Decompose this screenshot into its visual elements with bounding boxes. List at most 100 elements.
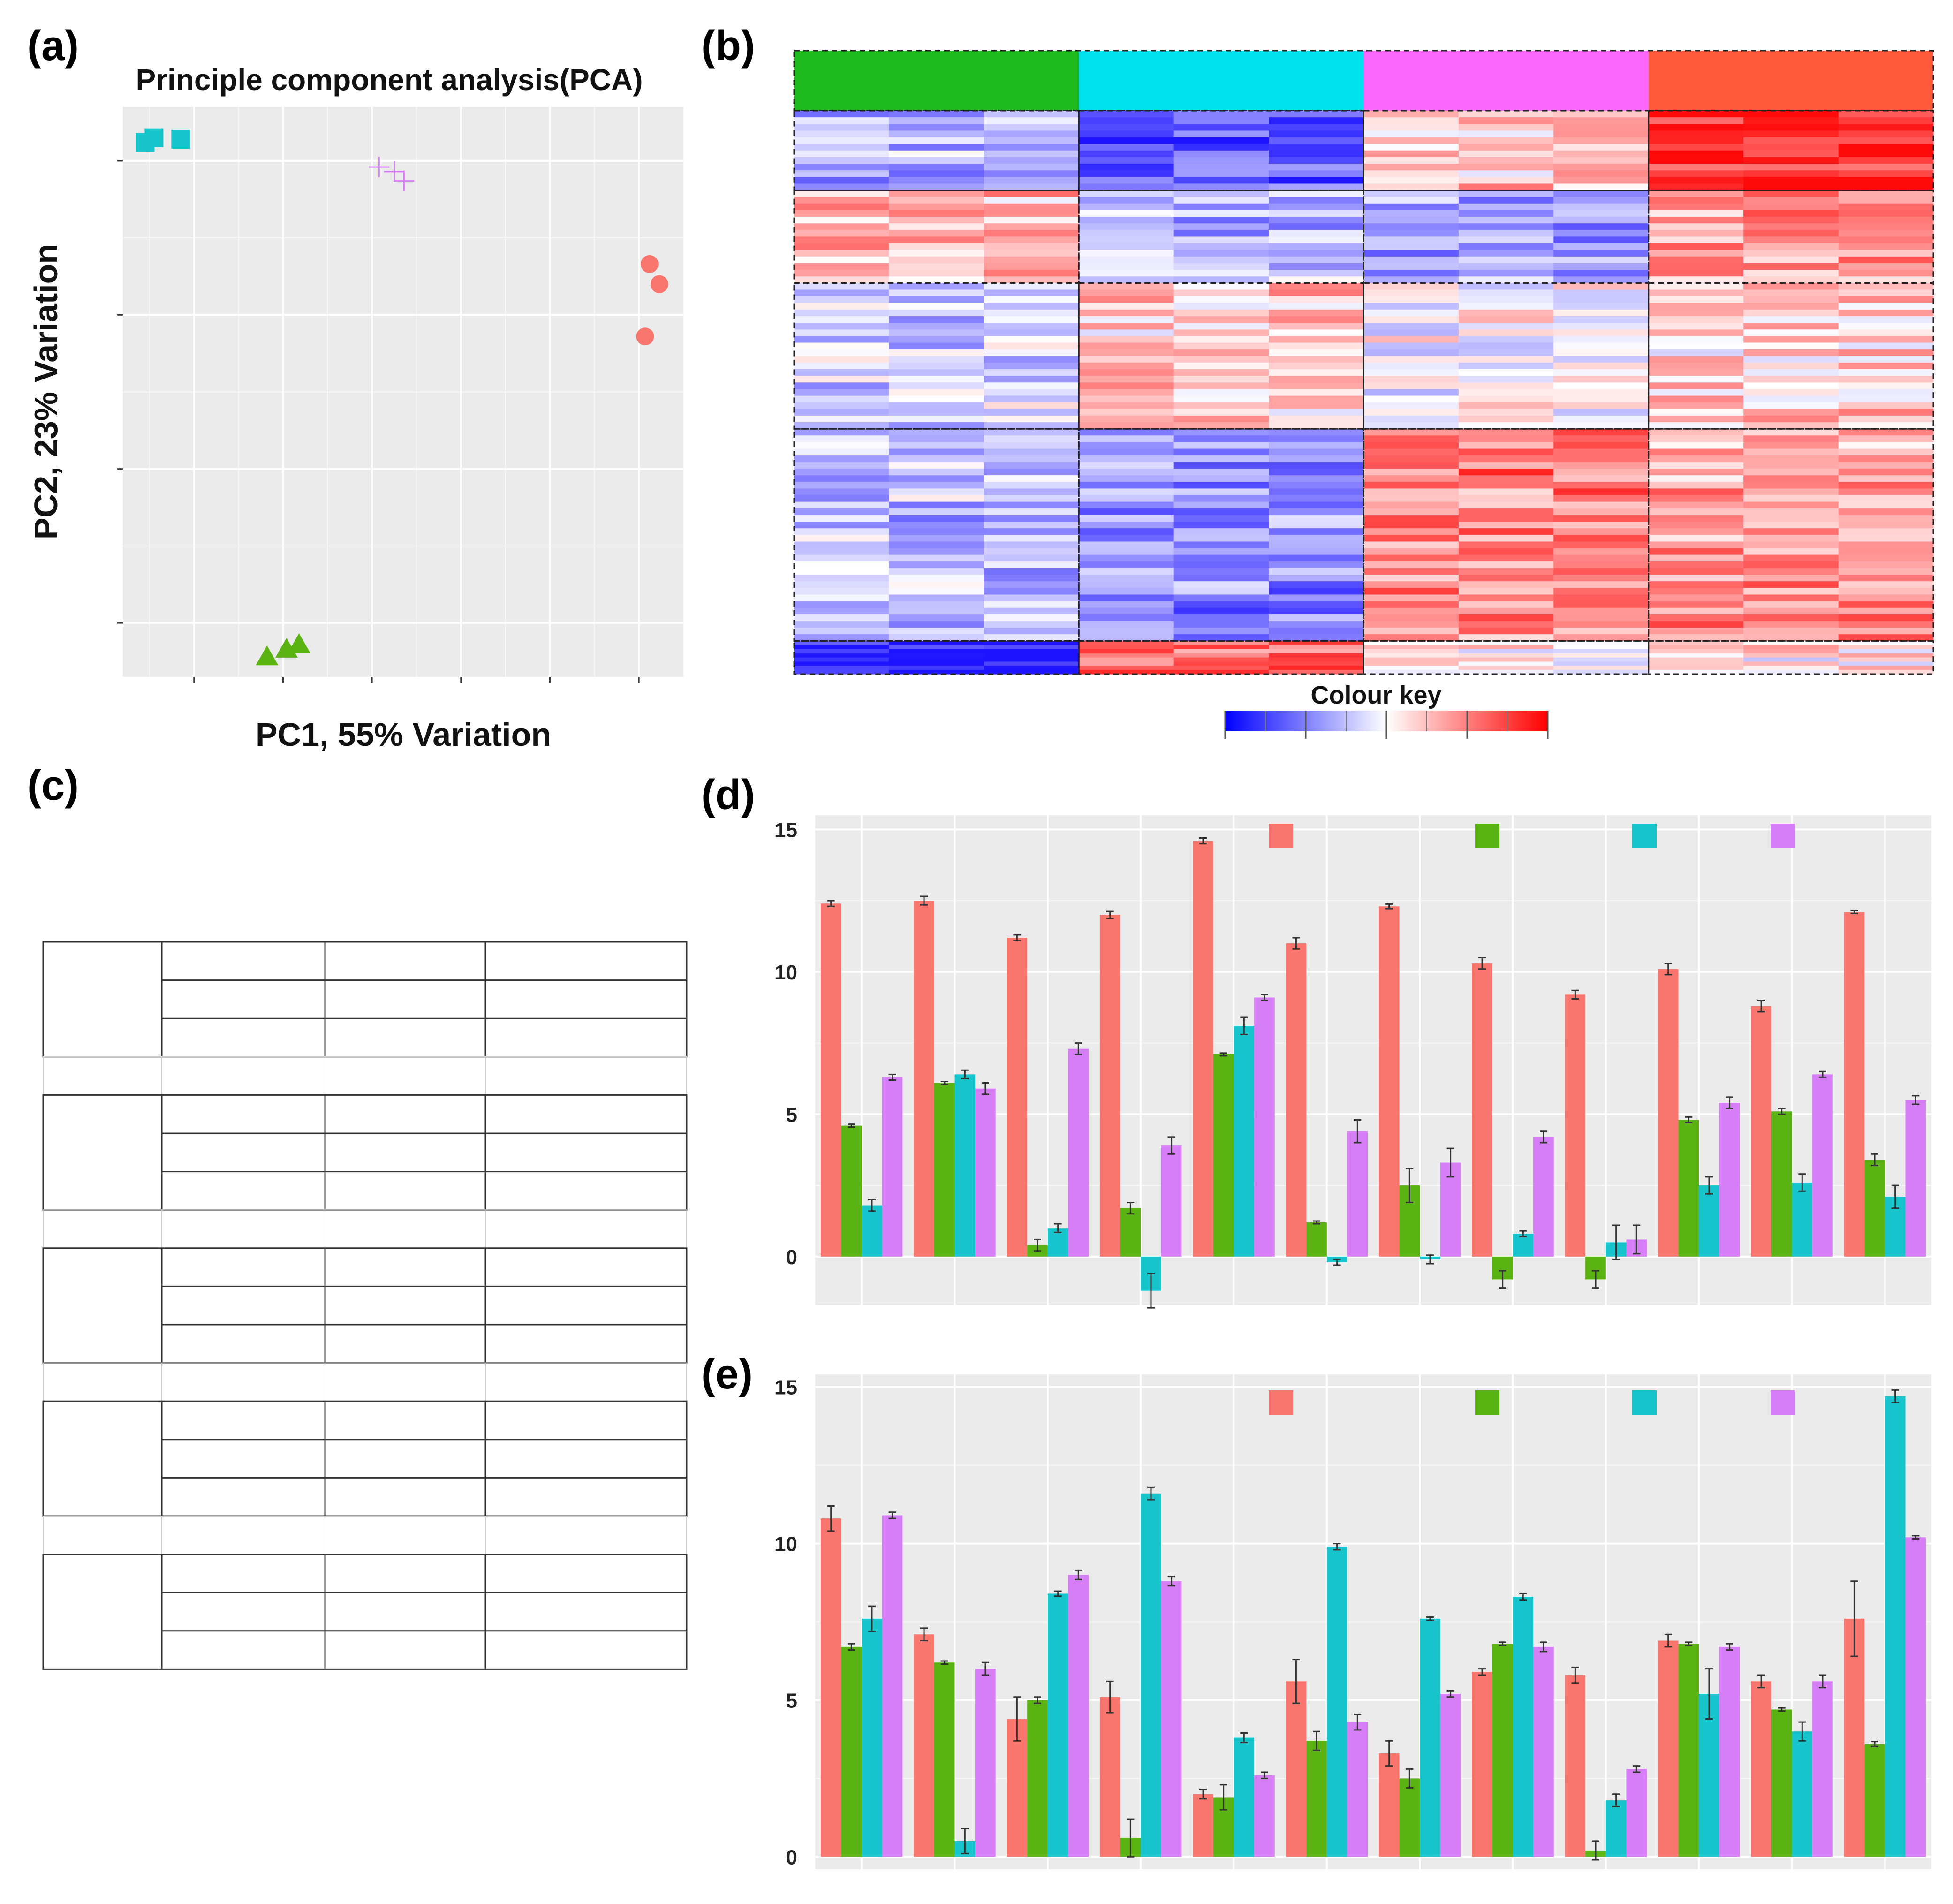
heatmap-cell xyxy=(1269,210,1364,217)
heatmap-cell xyxy=(1363,250,1459,257)
heatmap-cell xyxy=(1743,462,1839,469)
heatmap-cell xyxy=(889,435,984,443)
heatmap-cell xyxy=(889,217,984,224)
heatmap-cell xyxy=(1363,435,1459,443)
heatmap-cell xyxy=(984,177,1079,184)
heatmap-cell xyxy=(1269,442,1364,449)
heatmap-cell xyxy=(1173,641,1269,645)
heatmap-cell xyxy=(1648,649,1744,654)
heatmap-cell xyxy=(1838,621,1934,628)
heatmap-cell xyxy=(1363,289,1459,297)
heatmap-cell xyxy=(984,283,1079,290)
heatmap-cell xyxy=(1079,657,1174,662)
heatmap-cell xyxy=(1743,250,1839,257)
heatmap-cell xyxy=(1648,482,1744,489)
heatmap-cell xyxy=(889,111,984,118)
heatmap-cell xyxy=(1838,666,1934,670)
heatmap-cell xyxy=(1648,230,1744,237)
heatmap-cell xyxy=(794,323,890,330)
heatmap-cell xyxy=(889,137,984,144)
heatmap-cell xyxy=(794,197,890,204)
heatmap-cell xyxy=(1743,528,1839,535)
heatmap-cell xyxy=(1648,588,1744,595)
heatmap-cell xyxy=(889,164,984,171)
heatmap-cell xyxy=(794,164,890,171)
heatmap-cell xyxy=(889,628,984,635)
heatmap-cell xyxy=(984,111,1079,118)
bar-adult-mg xyxy=(1844,912,1865,1257)
heatmap-cell xyxy=(1838,283,1934,290)
heatmap-cell xyxy=(1269,455,1364,463)
heatmap-cell xyxy=(1269,522,1364,529)
heatmap-cell xyxy=(1553,210,1649,217)
heatmap-cell xyxy=(984,362,1079,370)
heatmap-cell xyxy=(1363,349,1459,357)
heatmap-cell xyxy=(794,402,890,410)
heatmap-cell xyxy=(1743,661,1839,666)
pca-point-bv2 xyxy=(171,129,190,149)
heatmap-cell xyxy=(1648,117,1744,124)
heatmap-cell xyxy=(889,270,984,277)
heatmap-cell xyxy=(889,197,984,204)
heatmap-cell xyxy=(1363,462,1459,469)
heatmap-cell xyxy=(1269,111,1364,118)
heatmap-cell xyxy=(889,488,984,496)
heatmap-cell xyxy=(1553,641,1649,645)
heatmap-cell xyxy=(794,183,890,191)
heatmap-cell xyxy=(1173,621,1269,628)
heatmap-cell xyxy=(1648,522,1744,529)
heatmap-cell xyxy=(984,382,1079,390)
heatmap-cell xyxy=(1173,183,1269,191)
bar-pmg xyxy=(1440,1694,1461,1857)
bar-adult-mg xyxy=(1751,1006,1771,1257)
heatmap-cell xyxy=(1743,657,1839,662)
heatmap-cell xyxy=(889,342,984,350)
heatmap-cell xyxy=(1458,475,1554,482)
heatmap-cell xyxy=(1648,369,1744,376)
panel-label-d: (d) xyxy=(701,772,755,819)
heatmap-cell xyxy=(1553,402,1649,410)
heatmap-cell xyxy=(1079,415,1174,423)
heatmap-cell xyxy=(1079,488,1174,496)
heatmap-cell xyxy=(1838,197,1934,204)
heatmap-cell xyxy=(1363,548,1459,555)
heatmap-cell xyxy=(1458,230,1554,237)
heatmap-cell xyxy=(1173,528,1269,535)
heatmap-cell xyxy=(1648,601,1744,608)
heatmap-cell xyxy=(1363,508,1459,516)
heatmap-cell xyxy=(1173,666,1269,670)
heatmap-cell xyxy=(1269,389,1364,396)
heatmap-cell xyxy=(1079,183,1174,191)
heatmap-cell xyxy=(1363,522,1459,529)
heatmap-cell xyxy=(1743,448,1839,456)
heatmap-cell xyxy=(889,329,984,336)
heatmap-cell xyxy=(1458,164,1554,171)
heatmap-cell xyxy=(984,581,1079,588)
heatmap-cell xyxy=(1648,657,1744,662)
heatmap-cell xyxy=(1458,402,1554,410)
heatmap-cell xyxy=(1458,210,1554,217)
heatmap-cell xyxy=(984,548,1079,555)
heatmap-cell xyxy=(1173,217,1269,224)
heatmap-cell xyxy=(1743,561,1839,569)
heatmap-cell xyxy=(1458,614,1554,622)
heatmap-cell xyxy=(1458,276,1554,283)
heatmap-cell xyxy=(1743,336,1839,343)
heatmap-cell xyxy=(1458,508,1554,516)
heatmap-cell xyxy=(1648,303,1744,310)
heatmap-cell xyxy=(984,349,1079,357)
bar-pmg xyxy=(1347,1131,1368,1257)
heatmap-cell xyxy=(984,468,1079,476)
heatmap-cell xyxy=(984,303,1079,310)
bar-adult-mg xyxy=(1193,841,1213,1257)
heatmap-cluster-borders xyxy=(793,110,1934,675)
heatmap-cell xyxy=(1553,157,1649,164)
bar-pmg xyxy=(1254,1775,1275,1857)
heatmap-cell xyxy=(1553,649,1649,654)
heatmap-header-bv2 xyxy=(1079,51,1364,111)
heatmap-cell xyxy=(1173,581,1269,588)
heatmap-cell xyxy=(1079,137,1174,144)
heatmap-cell xyxy=(1838,455,1934,463)
heatmap-cell xyxy=(984,236,1079,244)
bar-adult-mg xyxy=(1007,938,1028,1257)
